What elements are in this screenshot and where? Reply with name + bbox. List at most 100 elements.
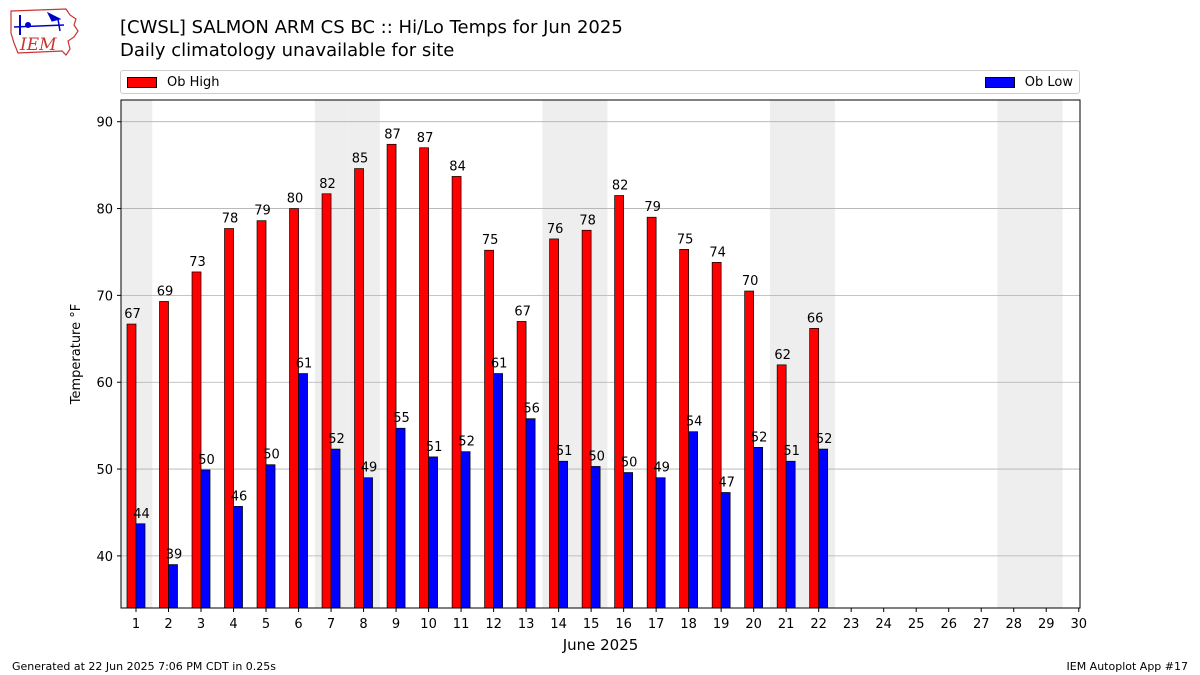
data-label-low: 49 (653, 461, 670, 476)
x-tick-label: 18 (680, 617, 697, 632)
bar-low (688, 431, 698, 609)
x-tick-label: 16 (615, 617, 632, 632)
x-tick-label: 4 (229, 617, 237, 632)
bar-low (363, 477, 373, 609)
bar-high (646, 216, 657, 609)
bar-high (321, 193, 332, 609)
bar-low (785, 460, 796, 609)
bar-low (623, 472, 633, 609)
bar-high (484, 249, 494, 609)
data-label-low: 47 (718, 476, 735, 491)
data-label-high: 85 (352, 152, 369, 167)
data-label-low: 50 (621, 456, 638, 471)
x-tick-label: 25 (908, 617, 925, 632)
bar-high (289, 208, 299, 609)
x-tick-label: 21 (778, 617, 795, 632)
bar-low (558, 460, 568, 609)
weekend-band (997, 100, 1030, 608)
data-label-low: 49 (361, 461, 378, 476)
bar-high (744, 290, 755, 609)
data-label-high: 79 (254, 204, 271, 219)
legend-swatch-low (984, 77, 1015, 88)
x-tick-label: 28 (1005, 617, 1022, 632)
data-label-low: 51 (783, 444, 800, 459)
x-tick-label: 17 (648, 617, 665, 632)
data-label-low: 46 (231, 489, 248, 504)
data-label-low: 54 (686, 415, 703, 430)
x-tick-label: 11 (453, 617, 470, 632)
bar-high (386, 143, 397, 609)
x-tick-label: 30 (1070, 617, 1087, 632)
bar-high (614, 195, 624, 609)
y-tick-label: 40 (96, 550, 113, 565)
data-label-low: 52 (328, 432, 345, 447)
y-tick-label: 80 (96, 203, 113, 218)
chart-title: [CWSL] SALMON ARM CS BC :: Hi/Lo Temps f… (120, 17, 623, 38)
data-label-low: 50 (588, 449, 605, 464)
data-label-high: 69 (157, 284, 174, 299)
x-tick-label: 22 (810, 617, 827, 632)
data-label-high: 79 (644, 200, 661, 215)
x-tick-label: 20 (745, 617, 762, 632)
bar-low (233, 506, 243, 609)
data-label-low: 52 (458, 435, 475, 450)
data-label-high: 87 (417, 131, 434, 146)
x-tick-label: 15 (583, 617, 600, 632)
bar-high (354, 168, 364, 609)
bar-high (191, 271, 202, 609)
bar-low (493, 373, 503, 609)
bar-low (720, 492, 731, 609)
bar-high (776, 364, 787, 609)
data-label-high: 78 (579, 213, 596, 228)
data-label-low: 52 (816, 432, 833, 447)
bar-high (581, 229, 592, 609)
x-tick-label: 29 (1038, 617, 1055, 632)
bar-low (168, 564, 178, 609)
bar-high (809, 328, 820, 609)
data-label-high: 76 (547, 222, 564, 237)
data-label-low: 56 (523, 402, 540, 417)
bar-low (135, 523, 146, 609)
chart-subtitle: Daily climatology unavailable for site (120, 40, 455, 61)
data-label-high: 75 (677, 232, 694, 247)
x-tick-label: 12 (485, 617, 502, 632)
data-label-low: 51 (556, 444, 573, 459)
data-label-high: 67 (514, 304, 531, 319)
data-label-high: 75 (482, 233, 499, 248)
x-tick-label: 26 (940, 617, 957, 632)
legend-swatch-high (127, 77, 157, 88)
bar-high (419, 147, 429, 609)
data-label-low: 61 (296, 357, 313, 372)
legend-label-high: Ob High (167, 75, 220, 90)
bar-low (460, 451, 471, 609)
bar-high (126, 323, 137, 609)
bar-high (711, 262, 722, 609)
iowa-state-outline (10, 8, 79, 56)
bar-high (451, 176, 462, 609)
data-label-high: 82 (612, 179, 629, 194)
data-label-low: 44 (133, 507, 150, 522)
data-label-low: 50 (263, 448, 280, 463)
bar-low (265, 464, 276, 609)
x-tick-label: 19 (713, 617, 730, 632)
legend: Ob High Ob Low (120, 70, 1080, 94)
x-axis-label: June 2025 (562, 636, 639, 654)
bar-high (256, 220, 267, 609)
bar-low (200, 469, 211, 609)
y-axis-label: Temperature °F (69, 304, 84, 405)
data-label-high: 70 (742, 274, 759, 289)
y-tick-label: 50 (96, 463, 113, 478)
data-label-high: 87 (384, 127, 401, 142)
data-label-low: 52 (751, 430, 768, 445)
logo-text: IEM (19, 35, 57, 55)
bar-low (590, 466, 601, 609)
data-label-low: 50 (198, 453, 215, 468)
bar-low (428, 456, 438, 609)
data-label-high: 67 (124, 307, 141, 322)
x-tick-label: 5 (262, 617, 270, 632)
data-label-high: 82 (319, 177, 336, 192)
y-tick-label: 60 (96, 376, 113, 391)
plot-frame (120, 99, 1081, 609)
data-label-low: 61 (491, 357, 508, 372)
